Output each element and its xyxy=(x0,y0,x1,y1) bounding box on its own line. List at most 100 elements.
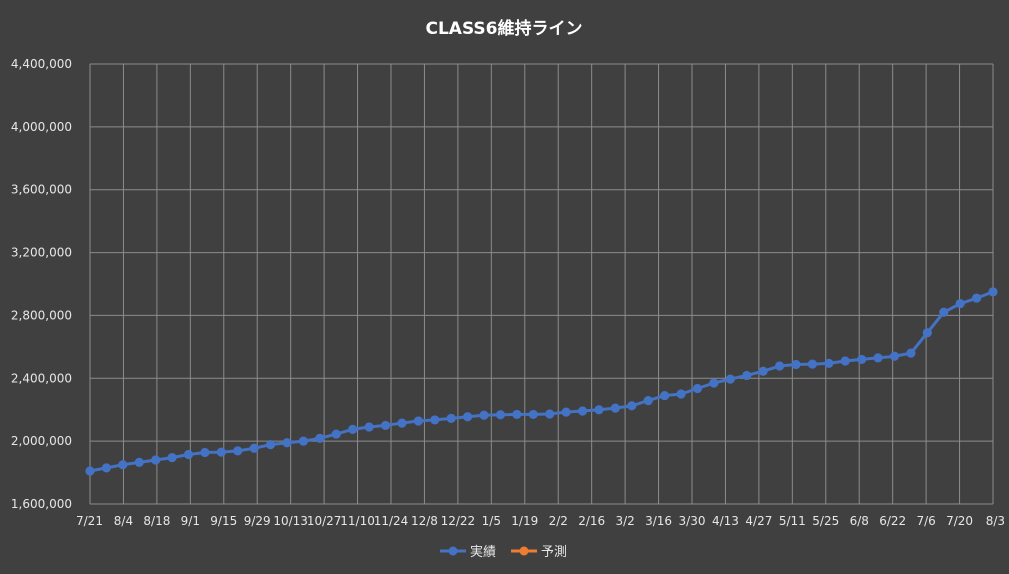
data-point xyxy=(561,407,571,417)
x-tick-label: 5/11 xyxy=(779,514,806,528)
data-point xyxy=(282,438,292,448)
data-point xyxy=(315,433,325,443)
series-line-0 xyxy=(89,290,994,473)
data-point xyxy=(528,409,538,420)
data-point xyxy=(479,410,489,420)
data-point xyxy=(167,453,177,463)
data-point xyxy=(824,358,834,368)
y-tick-label: 1,600,000 xyxy=(11,497,72,511)
x-tick-label: 6/8 xyxy=(850,514,869,528)
x-tick-label: 3/2 xyxy=(615,514,634,528)
x-tick-label: 3/16 xyxy=(645,514,672,528)
data-point xyxy=(134,457,144,467)
legend: 実績 予測 xyxy=(440,544,567,560)
data-point xyxy=(774,361,785,371)
data-point xyxy=(298,436,309,446)
data-point xyxy=(397,418,407,428)
x-tick-label: 11/24 xyxy=(374,514,409,528)
y-tick-label: 4,000,000 xyxy=(11,120,72,134)
y-tick-label: 2,400,000 xyxy=(11,371,72,385)
data-point xyxy=(577,406,588,416)
y-axis-ticks: 1,600,000 2,000,000 2,400,000 2,800,000 3,20… xyxy=(11,57,72,511)
data-point xyxy=(348,424,358,434)
data-point xyxy=(413,416,423,426)
data-point xyxy=(742,370,752,381)
x-tick-label: 1/5 xyxy=(482,514,501,528)
x-tick-label: 9/15 xyxy=(210,514,237,528)
data-point xyxy=(955,299,965,309)
y-tick-label: 3,200,000 xyxy=(11,246,72,260)
data-point xyxy=(331,429,341,439)
data-point xyxy=(807,359,818,369)
y-tick-label: 2,000,000 xyxy=(11,434,72,448)
x-tick-label: 7/20 xyxy=(946,514,973,528)
data-point xyxy=(889,351,900,361)
data-point xyxy=(430,415,440,425)
legend-marker-forecast xyxy=(519,546,529,556)
data-point xyxy=(725,374,735,384)
legend-marker-actual xyxy=(448,546,458,556)
legend-label-actual: 実績 xyxy=(470,544,496,560)
legend-label-forecast: 予測 xyxy=(541,545,567,560)
x-tick-label: 6/22 xyxy=(879,514,906,528)
y-tick-label: 4,400,000 xyxy=(11,57,72,71)
data-point xyxy=(380,420,391,431)
data-point xyxy=(364,422,374,432)
x-tick-label: 7/21 xyxy=(76,514,103,528)
data-point xyxy=(183,449,194,460)
x-tick-label: 4/13 xyxy=(712,514,739,528)
x-tick-label: 2/2 xyxy=(549,514,568,528)
x-tick-label: 4/27 xyxy=(745,514,772,528)
data-point xyxy=(857,354,867,365)
data-point xyxy=(676,389,686,399)
data-point xyxy=(266,440,276,450)
data-point xyxy=(758,366,768,376)
grid-layer xyxy=(89,63,994,505)
data-point xyxy=(118,460,128,470)
data-point xyxy=(873,353,883,363)
x-tick-label: 8/4 xyxy=(114,514,133,528)
x-tick-label: 12/8 xyxy=(411,514,438,528)
data-point xyxy=(840,356,850,366)
data-point xyxy=(233,446,243,456)
x-tick-label: 10/27 xyxy=(307,514,342,528)
x-tick-label: 1/19 xyxy=(511,514,538,528)
data-point xyxy=(101,463,112,473)
data-point xyxy=(463,412,473,422)
legend-item-forecast: 予測 xyxy=(511,545,567,560)
x-tick-label: 9/29 xyxy=(244,514,271,528)
data-point xyxy=(512,409,522,420)
data-point xyxy=(922,328,932,338)
x-tick-label: 10/13 xyxy=(273,514,308,528)
data-point xyxy=(216,447,226,457)
data-point xyxy=(692,383,703,394)
data-point xyxy=(495,410,506,420)
x-tick-label: 9/1 xyxy=(181,514,200,528)
data-point xyxy=(610,403,620,413)
data-point xyxy=(906,348,916,358)
x-axis-ticks: 7/21 8/4 8/18 9/1 9/15 9/29 10/1310/2711/1011/… xyxy=(76,514,1005,528)
x-tick-label: 8/18 xyxy=(143,514,170,528)
data-point xyxy=(545,409,555,419)
x-tick-label: 8/3 xyxy=(986,514,1005,528)
x-tick-label: 12/22 xyxy=(441,514,476,528)
data-point xyxy=(643,396,653,406)
legend-item-actual: 実績 xyxy=(440,544,496,560)
data-point xyxy=(939,307,949,317)
data-point xyxy=(249,443,259,453)
y-tick-label: 2,800,000 xyxy=(11,308,72,322)
data-point xyxy=(709,378,719,388)
data-point xyxy=(988,287,998,297)
x-tick-label: 5/25 xyxy=(812,514,839,528)
series-layer xyxy=(85,287,998,476)
x-tick-label: 7/6 xyxy=(916,514,935,528)
x-tick-label: 3/30 xyxy=(679,514,706,528)
data-point xyxy=(660,390,670,401)
data-point xyxy=(151,455,161,465)
x-tick-label: 11/10 xyxy=(340,514,375,528)
data-point xyxy=(791,359,801,370)
data-point xyxy=(971,293,982,303)
data-point xyxy=(594,405,604,415)
chart-title: CLASS6維持ライン xyxy=(425,18,582,39)
data-point xyxy=(627,401,637,411)
